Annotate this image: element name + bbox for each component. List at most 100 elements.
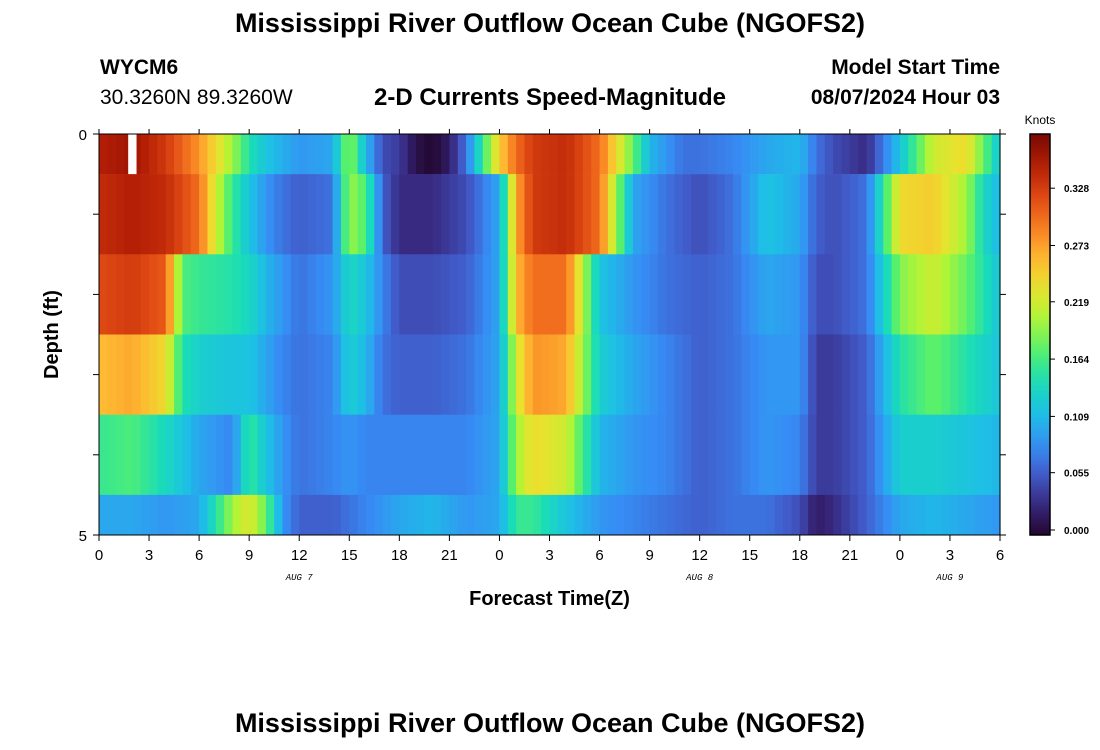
heatmap-cell	[265, 414, 275, 496]
heatmap-cell	[949, 174, 959, 255]
heatmap-cell	[649, 414, 659, 496]
x-tick-label: 21	[841, 547, 858, 564]
heatmap-cell	[699, 494, 709, 536]
heatmap-cell	[758, 254, 767, 335]
heatmap-cell	[691, 494, 701, 536]
heatmap-cell	[916, 334, 926, 415]
heatmap-cell	[190, 254, 200, 335]
heatmap-cell	[99, 494, 108, 536]
heatmap-cell	[282, 254, 292, 335]
heatmap-cell	[949, 414, 959, 496]
heatmap-cell	[958, 174, 968, 255]
heatmap-cell	[132, 134, 142, 175]
heatmap-cell	[382, 254, 392, 335]
heatmap-cell	[824, 174, 834, 255]
heatmap-cell	[324, 134, 334, 175]
heatmap-cell	[808, 414, 818, 496]
heatmap-cell	[499, 494, 509, 536]
heatmap-cell	[365, 414, 375, 496]
heatmap-cell	[491, 494, 501, 536]
heatmap-cell	[416, 174, 425, 255]
heatmap-cell	[474, 134, 484, 175]
heatmap-cell	[624, 494, 634, 536]
heatmap-cell	[649, 494, 659, 536]
heatmap-cell	[549, 174, 559, 255]
heatmap-cell	[124, 174, 133, 255]
heatmap-cell	[274, 174, 284, 255]
heatmap-cell	[157, 414, 167, 496]
heatmap-cell	[340, 254, 350, 335]
heatmap-cell	[215, 134, 225, 175]
heatmap-cell	[190, 174, 200, 255]
heatmap-cell	[616, 414, 626, 496]
heatmap-cell	[232, 254, 242, 335]
heatmap-cell	[132, 254, 142, 335]
heatmap-cell	[632, 134, 642, 175]
heatmap-cell	[349, 174, 359, 255]
heatmap-cell	[983, 254, 993, 335]
x-tick-label: 3	[145, 547, 153, 564]
heatmap-cell	[132, 174, 142, 255]
heatmap-cell	[774, 414, 784, 496]
heatmap-cell	[899, 494, 909, 536]
heatmap-cell	[449, 414, 459, 496]
heatmap-cell	[115, 254, 125, 335]
heatmap-cell	[541, 414, 551, 496]
x-tick-label: 3	[946, 547, 954, 564]
heatmap-cell	[674, 134, 684, 175]
heatmap-cell	[941, 254, 951, 335]
heatmap-cell	[174, 254, 184, 335]
heatmap-cell	[441, 134, 450, 175]
heatmap-cell	[190, 134, 200, 175]
heatmap-cell	[624, 414, 634, 496]
heatmap-cell	[849, 414, 859, 496]
x-tick-label: 3	[545, 547, 553, 564]
heatmap-cell	[632, 254, 642, 335]
heatmap-cell	[432, 174, 442, 255]
heatmap-cell	[966, 174, 976, 255]
heatmap-cell	[916, 414, 926, 496]
heatmap-cell	[991, 254, 1001, 335]
colorbar: Knots 0.000 0.055 0.109 0.164 0.219 0.273 0.32…	[1025, 113, 1090, 537]
heatmap-cell	[207, 134, 217, 175]
heatmap-cell	[783, 254, 793, 335]
station-id: WYCM6	[100, 56, 179, 79]
heatmap-cell	[107, 134, 117, 175]
heatmap-cell	[783, 494, 793, 536]
heatmap-cell	[591, 174, 601, 255]
heatmap-cell	[708, 254, 717, 335]
heatmap-cell	[165, 174, 175, 255]
heatmap-cell	[157, 174, 167, 255]
heatmap-cell	[457, 174, 467, 255]
heatmap-cell	[632, 334, 642, 415]
heatmap-cell	[474, 174, 484, 255]
heatmap-cell	[949, 334, 959, 415]
heatmap-cell	[958, 334, 968, 415]
heatmap-cell	[974, 134, 984, 175]
heatmap-cell	[407, 174, 417, 255]
heatmap-cell	[883, 494, 893, 536]
heatmap-cell	[657, 134, 667, 175]
heatmap-cell	[115, 334, 125, 415]
heatmap-cell	[691, 334, 701, 415]
heatmap-cell	[607, 334, 617, 415]
heatmap-cell	[799, 334, 809, 415]
heatmap-cell	[482, 134, 492, 175]
heatmap-cell	[240, 494, 250, 536]
heatmap-cell	[207, 174, 217, 255]
heatmap-cell	[424, 254, 434, 335]
heatmap-cell	[824, 494, 834, 536]
y-axis: 05	[79, 127, 1006, 545]
heatmap-cell	[991, 494, 1001, 536]
heatmap-cell	[149, 134, 158, 175]
heatmap-cell	[941, 174, 951, 255]
heatmap-cell	[766, 174, 776, 255]
heatmap-cell	[766, 134, 776, 175]
heatmap-cell	[307, 414, 317, 496]
heatmap-cell	[624, 254, 634, 335]
heatmap-cell	[399, 334, 409, 415]
heatmap-cell	[374, 134, 384, 175]
heatmap-cell	[682, 494, 692, 536]
x-tick-label: 15	[741, 547, 758, 564]
heatmap-cell	[290, 174, 300, 255]
